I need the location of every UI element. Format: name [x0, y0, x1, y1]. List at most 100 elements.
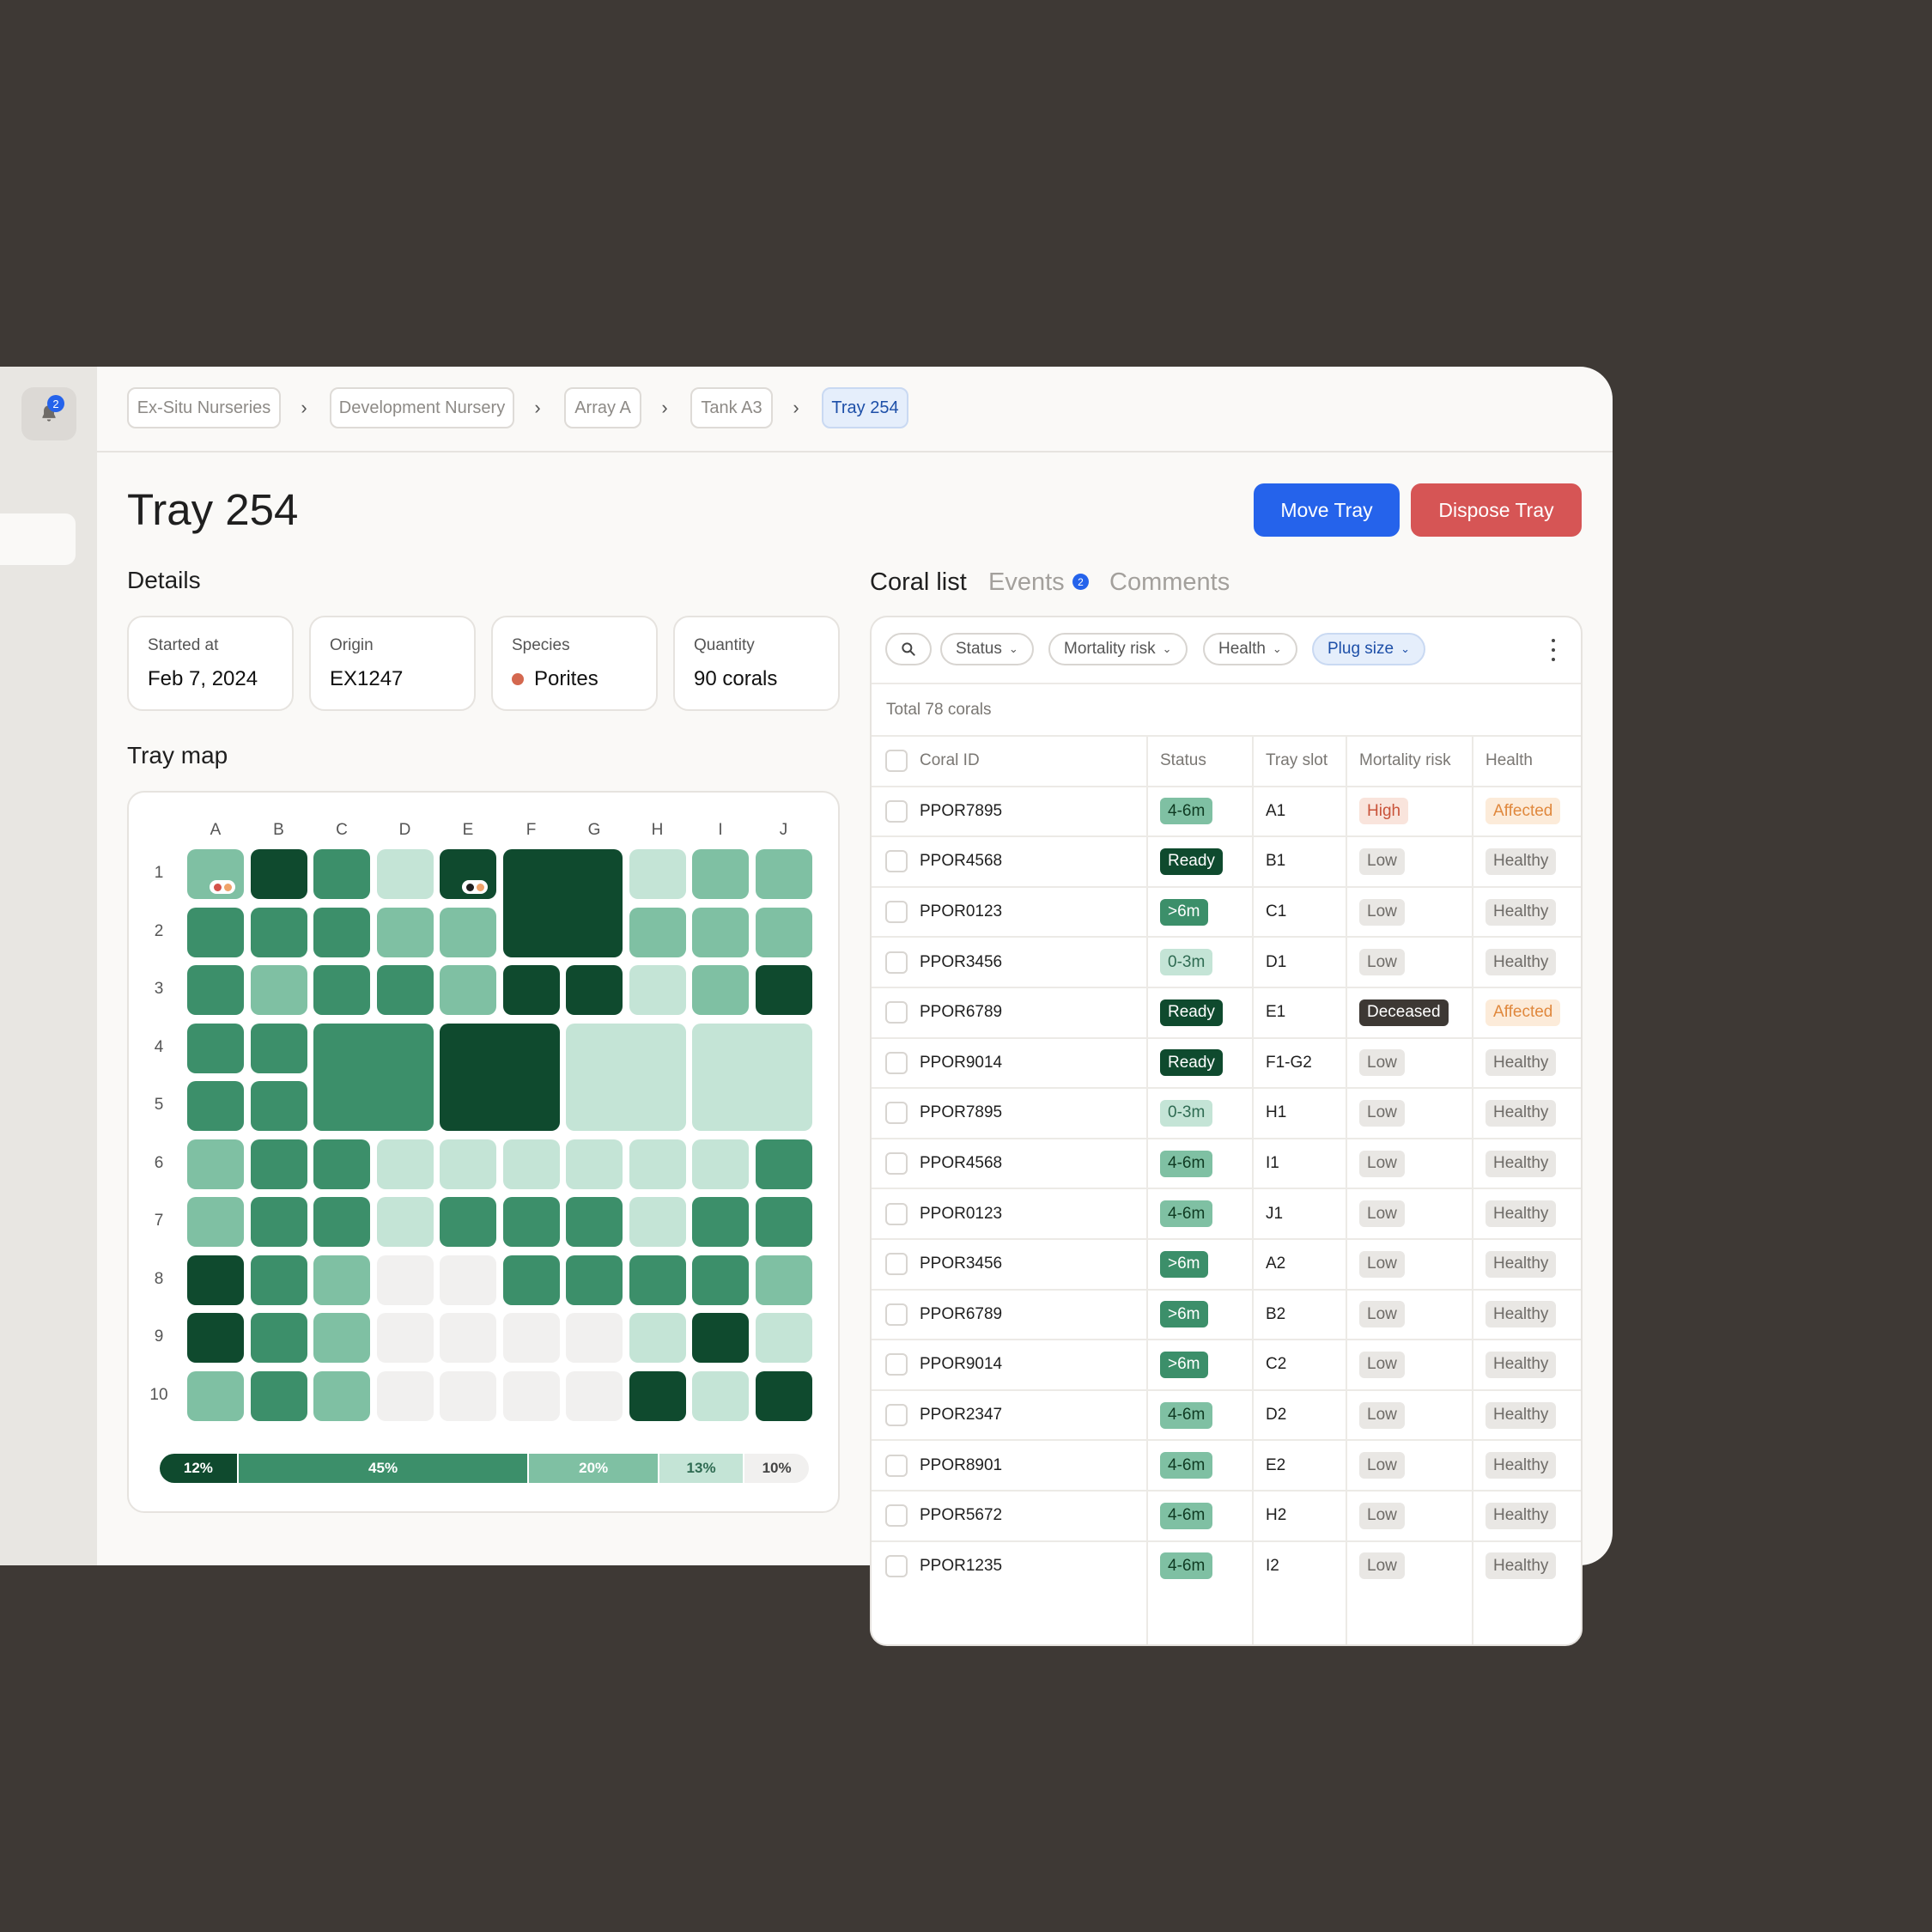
table-row[interactable]: PPOR0123 4-6m J1 Low Healthy [872, 1188, 1581, 1238]
header-tray-slot[interactable]: Tray slot [1266, 751, 1328, 770]
tray-slot[interactable] [502, 965, 560, 1015]
tray-slot[interactable] [566, 1313, 623, 1363]
tray-slot[interactable] [440, 1197, 496, 1247]
filter-mortality-risk[interactable]: Mortality risk ⌄ [1048, 633, 1188, 665]
tray-slot[interactable] [313, 1139, 370, 1189]
row-checkbox[interactable] [885, 1353, 908, 1376]
row-checkbox[interactable] [885, 951, 908, 974]
tray-slot-merged[interactable] [502, 849, 623, 957]
tray-slot[interactable] [692, 907, 749, 957]
tray-slot[interactable] [313, 1255, 370, 1305]
tray-slot[interactable] [755, 1139, 812, 1189]
tray-slot[interactable] [376, 849, 434, 899]
select-all-checkbox[interactable] [885, 750, 908, 773]
tray-slot-merged[interactable] [313, 1023, 434, 1131]
table-row[interactable]: PPOR5672 4-6m H2 Low Healthy [872, 1489, 1581, 1540]
table-row[interactable]: PPOR1235 4-6m I2 Low Healthy [872, 1540, 1581, 1591]
row-checkbox[interactable] [885, 850, 908, 873]
tray-slot[interactable] [187, 1255, 244, 1305]
notifications-button[interactable]: 2 [21, 387, 76, 440]
tray-slot[interactable] [376, 1370, 434, 1421]
tray-slot[interactable] [250, 1081, 307, 1131]
tray-slot[interactable] [187, 849, 244, 899]
header-health[interactable]: Health [1485, 751, 1533, 770]
table-row[interactable]: PPOR7895 4-6m A1 High Affected [872, 785, 1581, 836]
search-button[interactable] [885, 633, 932, 665]
tray-slot[interactable] [629, 965, 686, 1015]
tray-slot[interactable] [566, 1255, 623, 1305]
row-checkbox[interactable] [885, 1102, 908, 1125]
tab-coral-list[interactable]: Coral list [870, 568, 967, 596]
tray-slot[interactable] [755, 1197, 812, 1247]
tray-slot[interactable] [629, 1255, 686, 1305]
breadcrumb-tray-254[interactable]: Tray 254 [822, 387, 908, 428]
breadcrumb-development-nursery[interactable]: Development Nursery [330, 387, 514, 428]
row-checkbox[interactable] [885, 1303, 908, 1326]
tray-slot[interactable] [250, 1313, 307, 1363]
tray-slot-merged[interactable] [692, 1023, 812, 1131]
tray-slot[interactable] [250, 907, 307, 957]
row-checkbox[interactable] [885, 1404, 908, 1427]
tray-slot[interactable] [250, 1255, 307, 1305]
tray-slot[interactable] [440, 965, 496, 1015]
tray-slot[interactable] [755, 965, 812, 1015]
tray-slot[interactable] [187, 1081, 244, 1131]
row-checkbox[interactable] [885, 1504, 908, 1528]
tray-slot[interactable] [313, 849, 370, 899]
tray-slot[interactable] [440, 1370, 496, 1421]
breadcrumb-ex-situ-nurseries[interactable]: Ex-Situ Nurseries [127, 387, 281, 428]
tray-slot[interactable] [502, 1197, 560, 1247]
row-checkbox[interactable] [885, 1253, 908, 1276]
tray-slot[interactable] [187, 1313, 244, 1363]
tray-slot[interactable] [692, 965, 749, 1015]
row-checkbox[interactable] [885, 1001, 908, 1024]
tray-slot[interactable] [376, 965, 434, 1015]
tray-slot[interactable] [187, 907, 244, 957]
tray-slot[interactable] [187, 1197, 244, 1247]
tray-slot[interactable] [313, 907, 370, 957]
filter-plug-size[interactable]: Plug size ⌄ [1312, 633, 1426, 665]
tray-slot[interactable] [629, 1197, 686, 1247]
tray-slot[interactable] [250, 1197, 307, 1247]
tray-slot[interactable] [376, 1255, 434, 1305]
tray-slot[interactable] [440, 907, 496, 957]
tray-slot[interactable] [692, 849, 749, 899]
tray-slot[interactable] [502, 1255, 560, 1305]
filter-health[interactable]: Health ⌄ [1203, 633, 1297, 665]
table-row[interactable]: PPOR9014 >6m C2 Low Healthy [872, 1339, 1581, 1389]
tray-slot[interactable] [250, 1139, 307, 1189]
tray-slot[interactable] [313, 965, 370, 1015]
tray-slot[interactable] [755, 1255, 812, 1305]
tray-slot[interactable] [755, 849, 812, 899]
move-tray-button[interactable]: Move Tray [1254, 483, 1400, 537]
tray-slot[interactable] [250, 1370, 307, 1421]
row-checkbox[interactable] [885, 1051, 908, 1074]
tray-slot[interactable] [376, 907, 434, 957]
tray-slot[interactable] [692, 1370, 749, 1421]
tray-slot[interactable] [187, 965, 244, 1015]
tray-slot[interactable] [440, 1255, 496, 1305]
tray-slot[interactable] [629, 1313, 686, 1363]
tray-slot[interactable] [376, 1197, 434, 1247]
tray-slot[interactable] [755, 907, 812, 957]
tray-slot[interactable] [629, 1370, 686, 1421]
table-row[interactable]: PPOR7895 0-3m H1 Low Healthy [872, 1087, 1581, 1138]
tray-slot[interactable] [187, 1023, 244, 1073]
header-status[interactable]: Status [1160, 751, 1206, 770]
tray-slot-merged[interactable] [440, 1023, 560, 1131]
sidebar-item-active[interactable] [0, 513, 76, 565]
row-checkbox[interactable] [885, 1454, 908, 1477]
tray-slot[interactable] [313, 1197, 370, 1247]
filter-status[interactable]: Status ⌄ [940, 633, 1034, 665]
row-checkbox[interactable] [885, 1152, 908, 1176]
tray-slot[interactable] [692, 1255, 749, 1305]
row-checkbox[interactable] [885, 901, 908, 924]
dispose-tray-button[interactable]: Dispose Tray [1411, 483, 1582, 537]
tab-events[interactable]: Events [988, 568, 1065, 596]
tray-slot[interactable] [313, 1370, 370, 1421]
tray-slot[interactable] [755, 1370, 812, 1421]
tray-slot[interactable] [692, 1139, 749, 1189]
table-row[interactable]: PPOR4568 Ready B1 Low Healthy [872, 835, 1581, 886]
tray-slot[interactable] [566, 965, 623, 1015]
tray-slot[interactable] [187, 1370, 244, 1421]
